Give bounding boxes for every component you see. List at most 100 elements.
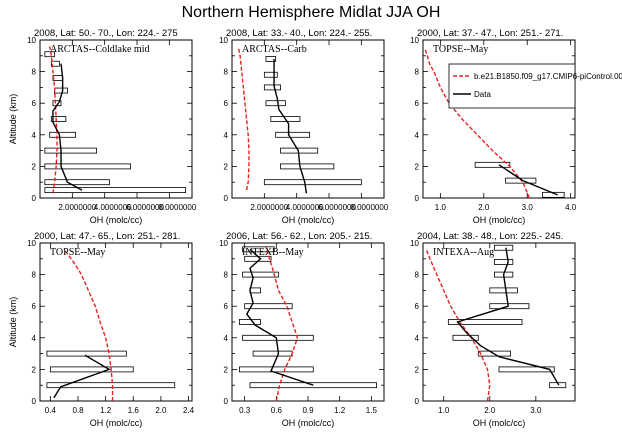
plot-area [46,248,176,401]
legend: b.e21.B1850.f09_g17.CMIP6-piControl.001 D… [448,63,622,109]
range-box [263,84,281,91]
campaign-label: TOPSE--May [433,44,488,55]
y-tick-label: 10 [219,36,228,45]
range-box [252,350,293,357]
x-axis-label: OH (molc/cc) [90,418,143,428]
y-tick-label: 10 [410,239,419,248]
x-tick-label: 0.6 [271,406,283,415]
range-box [474,161,511,168]
x-tick-label: 2.4 [183,406,195,415]
panel-6: 2004, Lat: 38.- 48., Lon: 225.- 245. 0 2 4 6… [410,231,576,428]
model-line [49,46,58,194]
y-tick-label: 2 [32,365,37,374]
range-box [244,303,293,310]
x-tick-label: 0.8 [72,406,84,415]
y-tick-label: 4 [224,131,229,140]
range-box [44,163,131,170]
range-box [270,116,301,122]
range-box [265,56,277,62]
range-box [44,179,110,186]
x-tick-label: 8.0000000 [158,203,196,212]
x-tick-label: 3.0 [530,406,542,415]
y-tick-label: 0 [224,194,229,203]
range-box [52,75,64,81]
panel-2: 2008, Lat: 33.- 40., Lon: 224.- 255. 0 2 4 6… [219,28,389,225]
range-box [49,131,76,138]
x-tick-label: 6.0000000 [318,203,356,212]
range-box [238,319,261,325]
range-box [54,87,68,94]
x-tick-label: 1.5 [366,406,378,415]
range-box [275,131,311,138]
campaign-label: INTEXA--Aug [433,247,494,258]
x-tick-label: 0.4 [45,406,57,415]
x-tick-label: 0.3 [239,406,251,415]
y-tick-label: 0 [415,194,420,203]
plot-frame [39,39,193,199]
y-tick-label: 10 [219,239,228,248]
panels: 2008, Lat: 50.- 70., Lon: 224.- 275 0 2 4 6 8… [8,28,622,428]
plot-area [44,46,186,194]
y-tick-label: 4 [415,334,420,343]
range-box [49,366,134,373]
x-tick-label: 1.0 [435,203,447,212]
range-box [452,334,479,341]
y-tick-label: 6 [224,99,229,108]
y-tick-label: 8 [415,271,420,280]
plot-frame [231,242,385,402]
range-box [263,179,362,186]
x-tick-label: 4.0 [565,203,577,212]
x-tick-label: 1.2 [334,406,346,415]
data-line [456,247,560,386]
range-box [280,163,335,170]
panel-1: 2008, Lat: 50.- 70., Lon: 224.- 275 0 2 4 6 8… [8,28,197,225]
panel-header: 2000, Lat: 37.- 47., Lon: 251.- 271. [417,28,563,39]
y-tick-label: 0 [32,397,37,406]
range-box [238,366,314,373]
plot-area [425,244,567,401]
plot-area [237,47,362,194]
campaign-label: TOPSE--May [50,247,105,258]
data-line [273,58,308,194]
range-box [44,187,186,194]
range-box [249,382,378,389]
x-tick-label: 0.9 [302,406,314,415]
x-tick-label: 2.0 [484,406,496,415]
range-box [50,60,60,67]
x-tick-label: 6.0000000 [126,203,164,212]
legend-model-label: b.e21.B1850.f09_g17.CMIP6-piControl.001 [474,72,622,81]
data-line [53,354,111,399]
y-tick-label: 4 [32,131,37,140]
x-tick-label: 8.0000000 [350,203,388,212]
campaign-label: ARCTAS--Carb [242,44,307,55]
range-box [242,334,314,341]
plot-area [424,49,565,198]
x-tick-label: 1.6 [128,406,140,415]
campaign-label: INTEXB--May [242,247,304,258]
y-tick-label: 0 [32,194,37,203]
y-tick-label: 0 [415,397,420,406]
range-box [489,287,518,294]
x-axis-label: OH (molc/cc) [473,215,526,225]
plot-frame [39,242,193,402]
y-tick-label: 4 [415,131,420,140]
model-line [237,47,250,191]
x-axis-label: OH (molc/cc) [90,215,143,225]
y-tick-label: 2 [415,162,420,171]
legend-box [448,63,576,109]
legend-data-label: Data [474,90,491,99]
y-tick-label: 10 [27,36,36,45]
panel-header: 2008, Lat: 50.- 70., Lon: 224.- 275 [34,28,178,39]
range-box [265,100,286,107]
range-box [493,259,514,265]
range-box [50,116,67,122]
plot-frame [422,242,576,402]
x-tick-label: 2.0000000 [58,203,96,212]
x-tick-label: 2.0 [155,406,167,415]
y-axis-label: Altitude (km) [8,297,18,348]
x-tick-label: 4.0000000 [94,203,132,212]
y-tick-label: 8 [32,68,37,77]
range-box [493,244,514,251]
x-axis-label: OH (molc/cc) [473,418,526,428]
